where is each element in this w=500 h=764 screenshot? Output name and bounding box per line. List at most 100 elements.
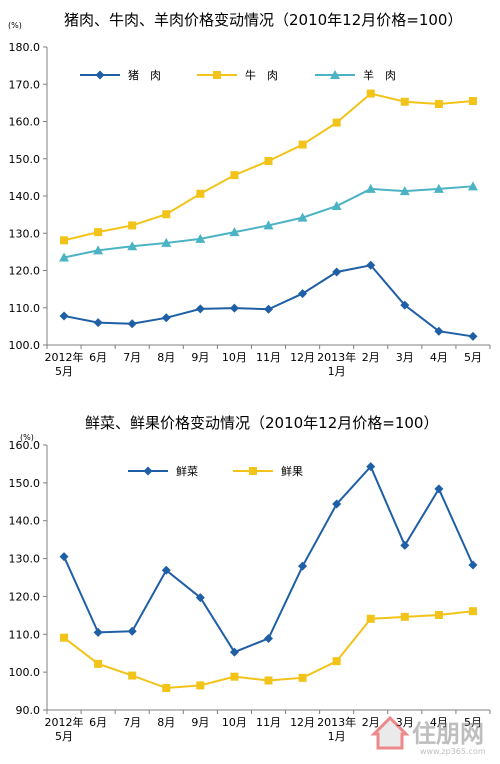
x-tick-label: 6月 <box>89 351 107 364</box>
data-point-marker <box>433 183 444 193</box>
x-tick-label: 7月 <box>123 716 141 729</box>
data-point-marker <box>162 684 171 693</box>
data-point-marker <box>263 220 274 230</box>
data-point-marker <box>366 614 375 623</box>
x-tick-label: 11月 <box>256 716 281 729</box>
data-point-marker <box>332 118 341 127</box>
data-point-marker <box>93 245 104 255</box>
data-point-marker <box>399 186 410 196</box>
data-point-marker <box>298 561 308 571</box>
data-point-marker <box>298 673 307 682</box>
data-point-marker <box>468 560 478 570</box>
data-point-marker <box>161 237 172 247</box>
legend-label: 牛 肉 <box>245 68 278 82</box>
data-point-marker <box>60 236 69 245</box>
x-tick-label: 6月 <box>89 716 107 729</box>
x-tick-label: 2月 <box>362 716 380 729</box>
data-point-marker <box>229 227 240 237</box>
data-point-marker <box>161 313 171 323</box>
produce-price-chart-svg: 鲜菜、鲜果价格变动情况（2010年12月价格=100） (%) 90.0 100.0 1… <box>9 414 491 743</box>
x-tick-label: 2012年 5月 <box>45 715 84 743</box>
data-point-marker <box>434 610 443 619</box>
data-point-marker <box>297 212 308 222</box>
x-tick-label: 10月 <box>222 351 247 364</box>
data-point-marker <box>400 97 409 106</box>
x-tick-label: 5月 <box>464 351 482 364</box>
data-point-marker <box>195 233 206 243</box>
data-point-marker <box>264 304 273 314</box>
series-line <box>63 92 474 242</box>
x-tick-label: 8月 <box>157 351 175 364</box>
x-tick-label: 2012年 5月 <box>45 350 84 378</box>
x-tick-label: 2月 <box>362 351 380 364</box>
data-point-marker <box>161 565 171 575</box>
legend-label: 猪 肉 <box>128 69 161 82</box>
data-point-marker <box>468 331 478 341</box>
y-tick-label: 180.0 <box>9 41 41 54</box>
data-point-marker <box>400 300 410 310</box>
data-point-marker <box>467 181 478 191</box>
data-point-marker <box>298 289 308 299</box>
series-line <box>63 264 474 338</box>
data-point-marker <box>400 540 410 550</box>
x-tick-label: 12月 <box>290 351 315 364</box>
x-tick-label: 9月 <box>191 716 209 729</box>
y-tick-label: 110.0 <box>9 302 41 315</box>
y-tick-label: 100.0 <box>9 339 41 352</box>
x-tick-label: 4月 <box>430 716 448 729</box>
chart-meat-prices: 猪肉、牛肉、羊肉价格变动情况（2010年12月价格=100） (%) 100.0 11… <box>0 0 500 380</box>
data-point-marker <box>468 97 477 106</box>
chart-title: 鲜菜、鲜果价格变动情况（2010年12月价格=100） <box>85 414 438 432</box>
data-point-marker <box>229 647 239 657</box>
data-point-marker <box>332 657 341 666</box>
y-tick-label: 140.0 <box>9 515 41 528</box>
legend-label: 羊 肉 <box>363 68 396 82</box>
data-point-marker <box>196 681 205 690</box>
data-point-marker <box>434 484 444 494</box>
data-point-marker <box>128 221 137 230</box>
legend-label: 鲜果 <box>281 464 303 478</box>
x-tick-label: 2013年 1月 <box>317 715 356 743</box>
y-tick-label: 150.0 <box>9 477 41 490</box>
legend-marker <box>330 70 340 79</box>
data-point-marker <box>332 267 342 277</box>
series-line <box>63 464 474 654</box>
data-point-marker <box>331 201 342 211</box>
data-point-marker <box>264 676 273 685</box>
y-tick-label: 170.0 <box>9 78 41 91</box>
data-point-marker <box>127 319 137 329</box>
x-tick-label: 3月 <box>396 351 414 364</box>
y-tick-label: 130.0 <box>9 553 41 566</box>
y-tick-label: 130.0 <box>9 227 41 240</box>
data-point-marker <box>59 311 69 321</box>
x-tick-label: 7月 <box>123 351 141 364</box>
legend-marker <box>213 71 221 79</box>
y-tick-label: 120.0 <box>9 590 41 603</box>
data-point-marker <box>195 304 205 314</box>
y-tick-label: 160.0 <box>9 116 41 129</box>
data-point-marker <box>229 303 239 313</box>
data-point-marker <box>127 241 138 251</box>
y-tick-label: 120.0 <box>9 265 41 278</box>
y-tick-label: 150.0 <box>9 153 41 166</box>
legend-label: 鲜菜 <box>176 464 198 478</box>
data-point-marker <box>298 140 307 149</box>
y-tick-label: 100.0 <box>9 666 41 679</box>
y-tick-label: 90.0 <box>16 704 41 717</box>
data-point-marker <box>93 318 103 328</box>
data-point-marker <box>230 171 239 180</box>
x-tick-label: 8月 <box>157 716 175 729</box>
x-tick-label: 12月 <box>290 716 315 729</box>
data-point-marker <box>128 671 137 680</box>
data-point-marker <box>332 499 342 509</box>
x-tick-label: 3月 <box>396 716 414 729</box>
data-point-marker <box>127 626 137 636</box>
data-point-marker <box>468 607 477 616</box>
chart-produce-prices: 鲜菜、鲜果价格变动情况（2010年12月价格=100） (%) 90.0 100.0 1… <box>0 400 500 760</box>
legend-marker <box>143 466 153 476</box>
data-point-marker <box>434 326 444 336</box>
data-point-marker <box>162 210 171 219</box>
data-point-marker <box>366 260 376 270</box>
data-point-marker <box>93 627 103 637</box>
zp365-watermark-logo: 住朋网 www.zp365.com <box>370 715 486 756</box>
